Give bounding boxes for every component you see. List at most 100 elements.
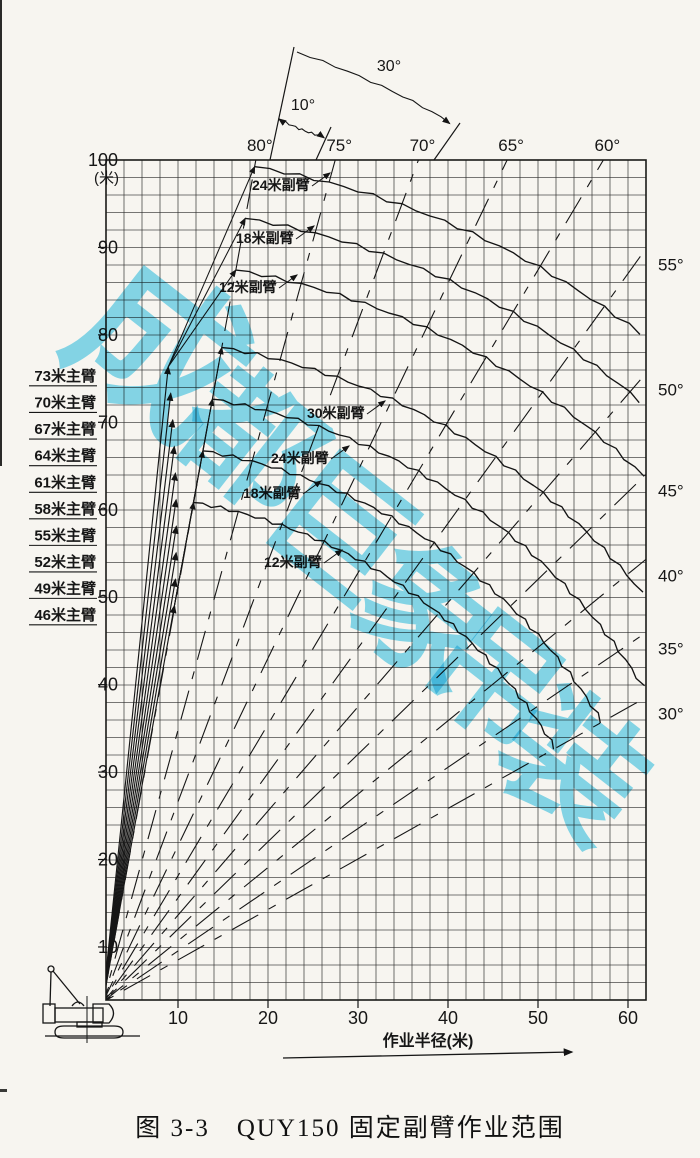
x-axis-arrow	[282, 1048, 574, 1059]
offset-10-line	[315, 126, 332, 161]
jib-curve-97m	[254, 166, 641, 335]
y-tick-label: 90	[98, 237, 118, 257]
x-tick-label: 30	[348, 1008, 368, 1028]
figure-caption: 图 3-3 QUY150 固定副臂作业范围	[135, 1115, 565, 1142]
jib-chord	[173, 346, 224, 606]
counterweight	[42, 1003, 56, 1024]
jib-curve-58m	[193, 501, 555, 750]
boom-length-label: 49米主臂	[34, 579, 96, 597]
jib-curve-label: 30米副臂	[307, 405, 365, 421]
angle-label-top: 75°	[326, 136, 352, 155]
page-edge-mark	[0, 1089, 7, 1092]
boom-length-label: 61米主臂	[34, 473, 96, 491]
jib-curve-label: 24米副臂	[271, 450, 329, 466]
boom-foot-bracket	[71, 1001, 85, 1007]
jib-curve-label-arrow	[278, 274, 298, 289]
angle-line-65	[106, 160, 508, 998]
offset-angle-label: 10°	[291, 97, 315, 114]
angle-line-60	[106, 160, 605, 999]
jib-curve-label-arrow	[311, 172, 331, 187]
offset-30-line	[433, 122, 461, 161]
y-tick-label: 80	[98, 325, 118, 345]
angle-line-50	[106, 372, 646, 1000]
offset-angle-label: 30°	[377, 58, 401, 75]
x-tick-label: 50	[528, 1008, 548, 1028]
gantry-stay-rope	[52, 970, 81, 1005]
y-tick-label: 10	[98, 937, 118, 957]
jib-curve-91m	[245, 217, 640, 404]
jib-curve-70m	[212, 398, 646, 687]
jib-chord	[167, 217, 246, 368]
angle-label-right: 45°	[658, 481, 684, 500]
angle-line-35	[106, 631, 646, 1000]
boom-length-label: 67米主臂	[34, 420, 96, 438]
boom-length-label: 46米主臂	[34, 606, 96, 624]
jib-curve-label: 18米副臂	[243, 485, 301, 501]
angle-line-55	[106, 247, 646, 999]
boom-axis-extension-line	[269, 46, 295, 161]
angle-label-right: 40°	[658, 566, 684, 585]
angle-line-45	[106, 473, 646, 1000]
grid-border	[105, 159, 647, 1001]
offset-10-dim-arc	[278, 118, 326, 139]
scan-edge-artifact	[0, 0, 7, 1092]
angle-line-70	[106, 160, 420, 996]
gantry-mast	[49, 971, 52, 1007]
offset-angle-annotation	[269, 46, 461, 161]
angle-line-30	[106, 696, 646, 1000]
boom-line-61m	[106, 471, 178, 985]
boom-line-55m	[106, 525, 179, 987]
crane-body	[54, 1007, 104, 1023]
boom-length-label: 70米主臂	[34, 393, 96, 411]
y-tick-label: 30	[98, 762, 118, 782]
boom-line-46m	[106, 604, 177, 989]
jib-curve-64m	[202, 450, 601, 724]
offset-30-dim-arc	[296, 51, 451, 125]
y-tick-label: 20	[98, 850, 118, 870]
jib-curve-label: 12米副臂	[264, 554, 322, 570]
x-axis-title-arrow	[282, 1048, 574, 1059]
angle-label-top: 60°	[595, 136, 621, 155]
x-tick-label: 40	[438, 1008, 458, 1028]
jib-curve-label-arrow	[323, 549, 343, 564]
boom-length-label: 73米主臂	[34, 367, 96, 385]
angle-line-40	[106, 558, 646, 1000]
jib-curve-85m	[235, 269, 645, 477]
jib-curve-label-arrow	[330, 445, 350, 460]
turntable	[76, 1021, 103, 1028]
y-axis-unit: (米)	[94, 170, 119, 187]
boom-line-58m	[106, 498, 179, 986]
x-tick-label: 60	[618, 1008, 638, 1028]
boom-line-67m	[106, 418, 176, 982]
x-tick-label: 10	[168, 1008, 188, 1028]
chart-labels: 10° 30° 80° 75° 70° 65° 60° 55° 50° 45° 40° 35° 30° 1…	[29, 58, 684, 1050]
angle-label-right: 50°	[658, 380, 684, 399]
crane-front-housing	[92, 1003, 115, 1024]
angle-label-right: 30°	[658, 704, 684, 723]
jib-curve-label-arrow	[295, 225, 315, 240]
y-tick-label: 60	[98, 500, 118, 520]
jib-curve-label: 24米副臂	[252, 177, 310, 193]
angle-label-top: 65°	[498, 136, 524, 155]
boom-length-label: 55米主臂	[34, 526, 96, 544]
crawler-track	[54, 1025, 124, 1039]
boom-line-73m	[106, 365, 171, 979]
jib-chord	[167, 165, 256, 368]
x-axis-title: 作业半径(米)	[383, 1031, 474, 1050]
jib-curve-76m	[221, 346, 644, 593]
jib-curve-label-arrow	[302, 480, 322, 495]
angle-label-right: 35°	[658, 640, 684, 659]
boom-line-49m	[106, 578, 178, 988]
jib-curve-label: 12米副臂	[219, 279, 277, 295]
y-tick-label: 70	[98, 412, 118, 432]
jib-chord	[167, 269, 237, 368]
jib-curve-label-arrow	[366, 400, 386, 415]
boom-angle-lines	[106, 160, 646, 1000]
x-tick-label: 20	[258, 1008, 278, 1028]
angle-label-top: 70°	[410, 136, 436, 155]
angle-label-right: 55°	[658, 256, 684, 275]
grid	[105, 159, 647, 1001]
angle-label-top: 80°	[247, 136, 273, 155]
